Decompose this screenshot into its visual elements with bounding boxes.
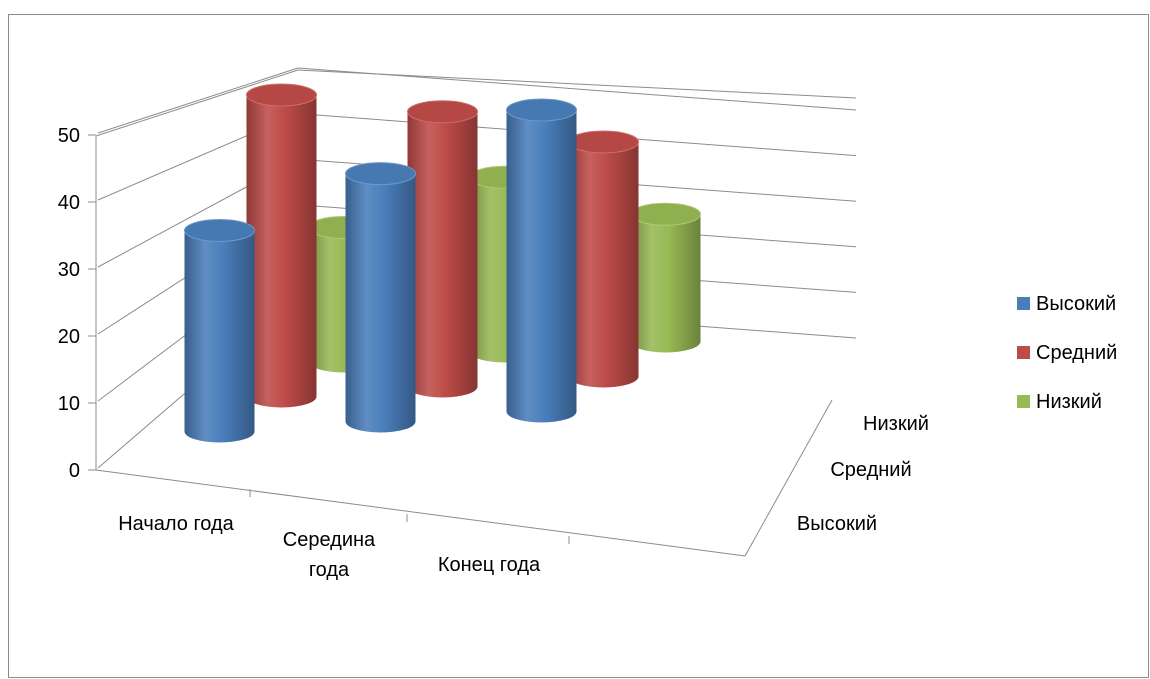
x-axis-line [95, 469, 746, 557]
y-tick-label: 0 [69, 460, 80, 482]
back-wall-top-edge [297, 69, 857, 99]
bar-top [184, 219, 255, 242]
legend-label: Низкий [1036, 391, 1102, 413]
depth-axis-line [744, 399, 833, 557]
side-wall-top-edge [95, 69, 299, 137]
bars [184, 83, 701, 443]
depth-category-label: Низкий [863, 413, 929, 435]
x-category-label: Середина [283, 529, 376, 551]
gridline-side [97, 67, 299, 134]
depth-category-label: Средний [830, 459, 911, 481]
bar-Средний-0 [246, 83, 317, 408]
legend: Высокий Средний Низкий [1017, 293, 1117, 413]
bar-Высокий-1 [345, 162, 416, 433]
legend-label: Средний [1036, 342, 1117, 364]
legend-swatch [1017, 395, 1030, 408]
y-tick-label: 40 [58, 192, 80, 214]
bar-top [246, 83, 317, 107]
bar-top [506, 98, 577, 122]
bar-body [506, 110, 577, 423]
x-category-label: года [309, 559, 350, 581]
y-tick-label: 10 [58, 393, 80, 415]
x-category-label: Начало года [118, 513, 234, 535]
legend-swatch [1017, 297, 1030, 310]
bar-top [407, 100, 478, 124]
bar-body [246, 95, 317, 408]
legend-swatch [1017, 346, 1030, 359]
bar-top [630, 202, 701, 226]
legend-item: Высокий [1017, 293, 1116, 315]
bar-body [407, 111, 478, 398]
depth-category-label: Высокий [797, 513, 877, 535]
bar-body [184, 230, 255, 443]
bar-Средний-1 [407, 100, 478, 398]
bar-top [345, 162, 416, 186]
bar-Низкий-2 [630, 202, 701, 353]
legend-item: Низкий [1017, 391, 1102, 413]
bar-top [568, 130, 639, 154]
bar-body [630, 214, 701, 353]
y-tick-labels: 0 10 20 30 40 50 [58, 125, 80, 482]
bar-Высокий-2 [506, 98, 577, 423]
y-tick-label: 50 [58, 125, 80, 147]
bar-Средний-2 [568, 130, 639, 388]
y-tick-label: 30 [58, 259, 80, 281]
axes [88, 134, 833, 557]
bar-Высокий-0 [184, 219, 255, 443]
x-category-labels: Начало года Середина года Конец года [118, 513, 541, 581]
depth-category-labels: Высокий Средний Низкий [797, 413, 929, 535]
legend-item: Средний [1017, 342, 1117, 364]
x-category-label: Конец года [438, 554, 541, 576]
legend-label: Высокий [1036, 293, 1116, 315]
bar-body [568, 142, 639, 388]
y-tick-label: 20 [58, 326, 80, 348]
bar-body [345, 173, 416, 433]
